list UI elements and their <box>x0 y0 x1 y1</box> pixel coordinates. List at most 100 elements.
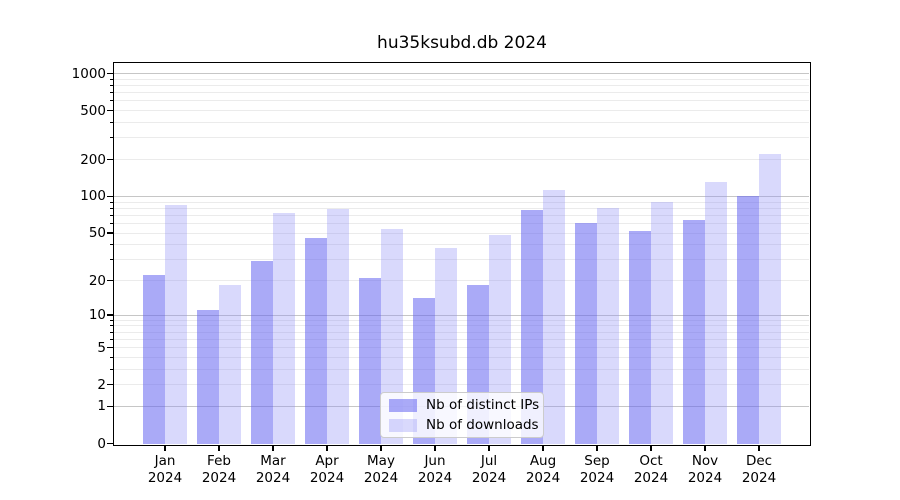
y-tick-mark-minor <box>110 214 113 216</box>
x-tick-mark <box>326 446 328 451</box>
y-tick-mark <box>107 72 113 75</box>
y-grid-minor <box>114 201 809 203</box>
x-tick-label: Sep 2024 <box>579 453 615 486</box>
bar-distinct-ips <box>250 260 273 444</box>
x-tick-mark <box>542 446 544 451</box>
bar-distinct-ips <box>304 238 327 444</box>
y-grid-minor <box>114 384 809 386</box>
y-grid-minor <box>114 280 809 281</box>
x-tick-mark <box>758 446 760 451</box>
y-grid-major <box>114 73 809 74</box>
legend-swatch-distinct-ips <box>389 398 417 412</box>
x-tick-mark <box>650 446 652 451</box>
y-tick-mark-minor <box>110 122 113 123</box>
y-tick-mark <box>107 383 113 386</box>
x-tick-mark <box>704 446 706 451</box>
bar-downloads <box>326 209 349 444</box>
bar-distinct-ips <box>196 309 219 444</box>
y-grid-minor <box>114 159 809 160</box>
bar-downloads <box>596 207 619 444</box>
legend: Nb of distinct IPs Nb of downloads <box>380 392 544 438</box>
y-tick-mark-minor <box>110 78 113 80</box>
bar-downloads <box>272 213 295 444</box>
y-tick-label: 20 <box>88 272 106 289</box>
y-grid-minor <box>114 319 809 321</box>
bar-distinct-ips <box>142 275 165 444</box>
y-grid-minor <box>114 122 809 123</box>
y-tick-label: 500 <box>80 102 106 119</box>
y-tick-mark-minor <box>110 356 113 358</box>
y-tick-label: 1 <box>97 398 106 415</box>
y-tick-mark <box>107 195 113 198</box>
y-tick-label: 50 <box>88 225 106 241</box>
x-tick-label: Mar 2024 <box>255 453 291 486</box>
x-tick-mark <box>164 446 166 451</box>
bar-downloads <box>650 202 673 444</box>
y-grid-minor <box>114 92 809 94</box>
y-tick-mark-minor <box>110 259 113 261</box>
x-tick-label: Jun 2024 <box>417 453 453 486</box>
y-tick-label: 2 <box>97 376 106 393</box>
y-grid-minor <box>114 100 809 102</box>
y-grid-minor <box>114 244 809 246</box>
y-tick-mark-minor <box>110 201 113 203</box>
bar-downloads <box>218 285 241 444</box>
bar-downloads <box>488 234 511 444</box>
y-grid-minor <box>114 325 809 327</box>
y-tick-mark-minor <box>110 244 113 246</box>
x-tick-label: Aug 2024 <box>525 453 561 486</box>
y-tick-mark-minor <box>110 331 113 333</box>
x-tick-label: Feb 2024 <box>201 453 237 486</box>
x-tick-label: Nov 2024 <box>687 453 723 486</box>
x-tick-label: Apr 2024 <box>309 453 345 486</box>
x-tick-label: Dec 2024 <box>741 453 777 486</box>
legend-label-downloads: Nb of downloads <box>426 417 539 433</box>
y-tick-mark-minor <box>110 85 113 86</box>
y-grid-minor <box>114 331 809 333</box>
y-grid-major <box>114 195 809 197</box>
x-tick-label: May 2024 <box>363 453 399 486</box>
y-grid-minor <box>114 259 809 261</box>
x-tick-mark <box>488 446 490 451</box>
y-grid-minor <box>114 222 809 224</box>
y-tick-mark <box>107 314 113 316</box>
y-tick-mark <box>107 442 113 445</box>
y-tick-mark-minor <box>110 92 113 94</box>
bar-downloads <box>164 204 187 444</box>
y-tick-mark <box>107 109 113 112</box>
x-tick-mark <box>272 446 274 451</box>
x-tick-mark <box>434 446 436 451</box>
chart-title: hu35ksubd.db 2024 <box>377 33 547 53</box>
y-tick-mark-minor <box>110 207 113 209</box>
bar-distinct-ips <box>358 277 381 444</box>
y-grid-minor <box>114 78 809 80</box>
legend-item-distinct-ips: Nb of distinct IPs <box>389 397 539 413</box>
bar-distinct-ips <box>574 222 597 444</box>
y-grid-minor <box>114 110 809 112</box>
x-tick-label: Jan 2024 <box>147 453 183 486</box>
y-tick-label: 0 <box>97 435 106 452</box>
legend-label-distinct-ips: Nb of distinct IPs <box>426 397 540 413</box>
x-tick-mark <box>380 446 382 451</box>
y-tick-mark <box>107 346 113 349</box>
y-tick-mark-minor <box>110 222 113 224</box>
y-tick-mark-minor <box>110 368 113 370</box>
legend-swatch-downloads <box>389 418 417 432</box>
y-tick-label: 5 <box>97 339 106 356</box>
bar-downloads <box>758 153 781 444</box>
y-tick-mark-minor <box>110 319 113 321</box>
bar-distinct-ips <box>628 231 651 444</box>
x-tick-label: Jul 2024 <box>471 453 507 486</box>
x-tick-mark <box>596 446 598 451</box>
bar-distinct-ips <box>520 209 543 444</box>
bar-distinct-ips <box>682 220 705 444</box>
y-tick-mark-minor <box>110 338 113 340</box>
y-tick-mark <box>107 232 113 234</box>
y-grid-minor <box>114 338 809 340</box>
plot-area <box>113 62 811 446</box>
y-tick-mark <box>107 405 113 408</box>
y-tick-mark <box>107 279 113 282</box>
y-grid-minor <box>114 356 809 358</box>
y-grid-major <box>114 314 809 316</box>
